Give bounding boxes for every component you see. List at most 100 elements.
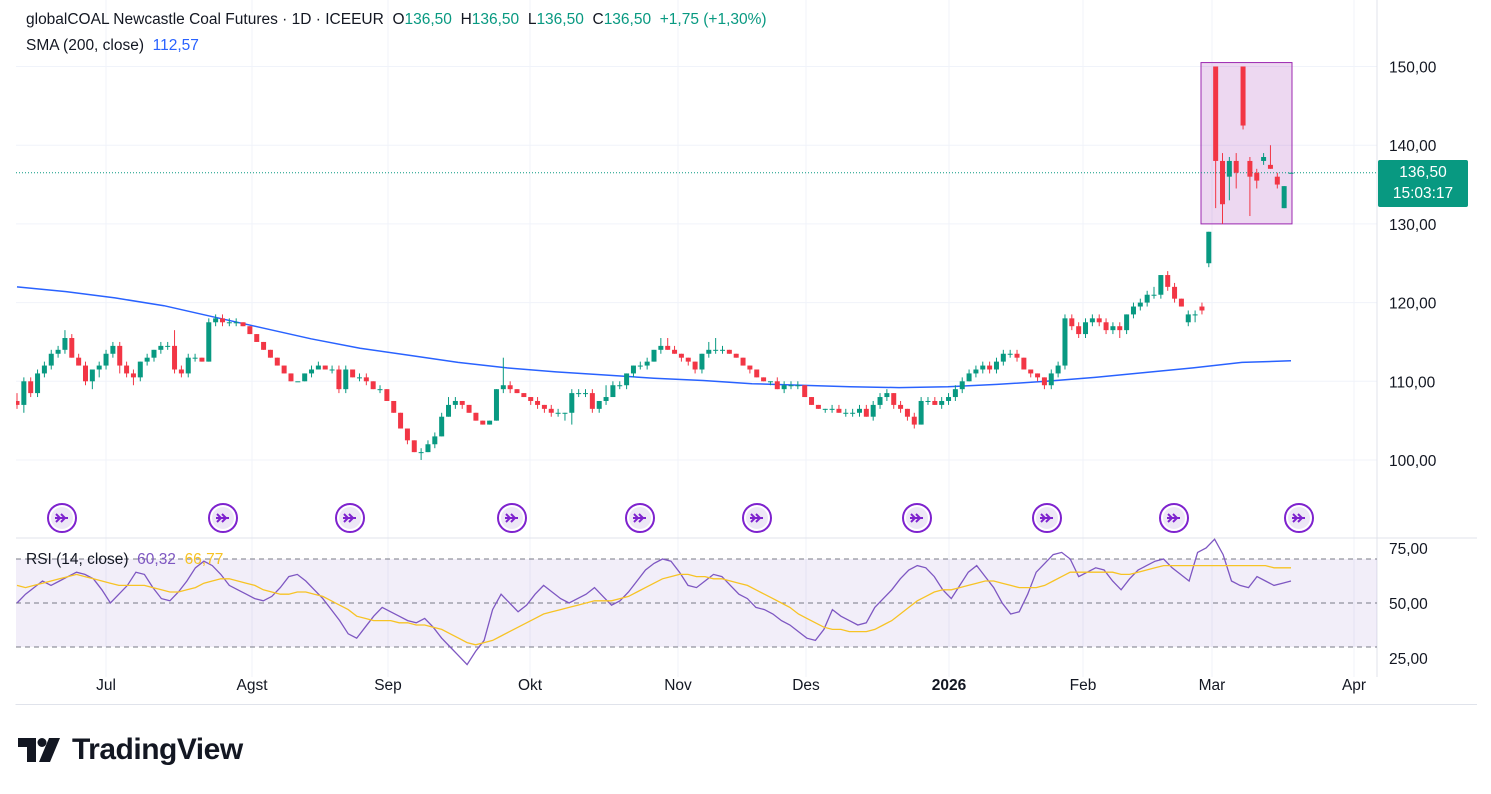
chart-frame[interactable]: 100,00 110,00 120,00 130,00 140,00 150,00 25,0… (15, 0, 1477, 705)
event-marker-icon[interactable] (335, 503, 365, 533)
candle-body (439, 416, 445, 437)
candle-body (719, 349, 725, 351)
sma-legend[interactable]: SMA (200, close) 112,57 (26, 37, 199, 55)
candle-body (172, 345, 178, 370)
time-axis-label: Apr (1342, 677, 1366, 694)
candle-body (596, 400, 602, 409)
candle-body (658, 345, 664, 350)
candle-body (644, 361, 650, 366)
chart-canvas[interactable]: 100,00 110,00 120,00 130,00 140,00 150,00 25,0… (16, 0, 1477, 704)
event-marker-icon[interactable] (742, 503, 772, 533)
candle-body (747, 365, 753, 370)
candle-body (1028, 369, 1034, 374)
exchange-label: ICEEUR (325, 11, 384, 28)
candle-body (493, 389, 499, 421)
event-marker-icon[interactable] (1159, 503, 1189, 533)
candle-body (1041, 377, 1047, 386)
candle-body (302, 373, 308, 382)
candle-body (165, 345, 171, 347)
close-value: 136,50 (603, 11, 652, 28)
brand-name: TradingView (72, 733, 243, 766)
candle-body (192, 357, 198, 359)
event-marker-icon[interactable] (902, 503, 932, 533)
candle-body (82, 365, 88, 382)
candle-body (932, 400, 938, 405)
candle-body (802, 385, 808, 398)
candle-body (1288, 172, 1294, 174)
candle-body (993, 361, 999, 370)
candle-body (1281, 186, 1287, 209)
candle-body (843, 412, 849, 414)
candle-body (939, 400, 945, 405)
candle-body (583, 393, 589, 395)
candle-body (774, 381, 780, 390)
interval-label[interactable]: 1D (291, 11, 312, 28)
candle-body (76, 357, 82, 366)
candle-body (1261, 157, 1267, 161)
candle-body (733, 353, 739, 358)
candle-body (761, 377, 767, 382)
candle-body (144, 357, 150, 362)
candle-body (891, 393, 897, 405)
event-marker-icon[interactable] (208, 503, 238, 533)
event-marker-icon[interactable] (625, 503, 655, 533)
event-marker-icon[interactable] (1284, 503, 1314, 533)
candle-body (1267, 164, 1273, 169)
candle-body (651, 349, 657, 362)
candle-body (507, 385, 513, 390)
candle-body (672, 349, 678, 354)
candle-body (446, 404, 452, 417)
legend-separator: · (277, 11, 292, 28)
candle-body (1137, 302, 1143, 307)
price-tick-label: 100,00 (1389, 453, 1437, 470)
candle-body (1110, 326, 1116, 331)
candle-body (309, 369, 315, 374)
candle-body (980, 365, 986, 370)
candle-body (1274, 176, 1280, 185)
candle-body (898, 404, 904, 409)
candle-body (1151, 294, 1157, 296)
candle-body (617, 385, 623, 387)
candle-body (884, 393, 890, 398)
candle-body (829, 408, 835, 410)
time-axis-label: Jul (96, 677, 116, 694)
rsi-legend[interactable]: RSI (14, close) 60,32 66,77 (26, 551, 223, 569)
candle-body (391, 400, 397, 413)
candle-body (1014, 353, 1020, 358)
open-label: O (392, 11, 405, 28)
candle-body (1254, 172, 1260, 181)
candle-body (418, 452, 424, 454)
rsi-tick-label: 50,00 (1389, 596, 1428, 613)
rsi-value: 60,32 (137, 551, 176, 568)
candle-body (1165, 275, 1171, 287)
candle-body (822, 408, 828, 410)
candle-body (1089, 318, 1095, 323)
candle-body (274, 357, 280, 366)
candle-body (69, 338, 75, 358)
price-tick-label: 130,00 (1389, 217, 1437, 234)
event-marker-icon[interactable] (1032, 503, 1062, 533)
event-marker-icon[interactable] (47, 503, 77, 533)
candle-body (952, 389, 958, 398)
price-tick-label: 150,00 (1389, 60, 1437, 77)
candle-body (62, 338, 68, 350)
tradingview-logo[interactable]: TradingView (18, 732, 243, 768)
symbol-name[interactable]: globalCOAL Newcastle Coal Futures (26, 11, 278, 28)
tradingview-logo-icon (18, 738, 60, 762)
candle-body (726, 349, 732, 354)
candle-body (404, 428, 410, 441)
candle-body (1124, 314, 1130, 331)
candle-body (987, 365, 993, 370)
candle-body (254, 334, 260, 342)
candle-body (1076, 326, 1082, 335)
rsi-ma-value: 66,77 (184, 551, 224, 568)
candle-body (1007, 353, 1013, 355)
rsi-label: RSI (14, close) (26, 551, 129, 568)
candle-body (610, 385, 616, 398)
candle-body (795, 385, 801, 387)
candle-body (466, 404, 472, 413)
candle-body (377, 389, 383, 391)
candle-body (1172, 286, 1178, 299)
candle-body (1069, 318, 1075, 327)
event-marker-icon[interactable] (497, 503, 527, 533)
